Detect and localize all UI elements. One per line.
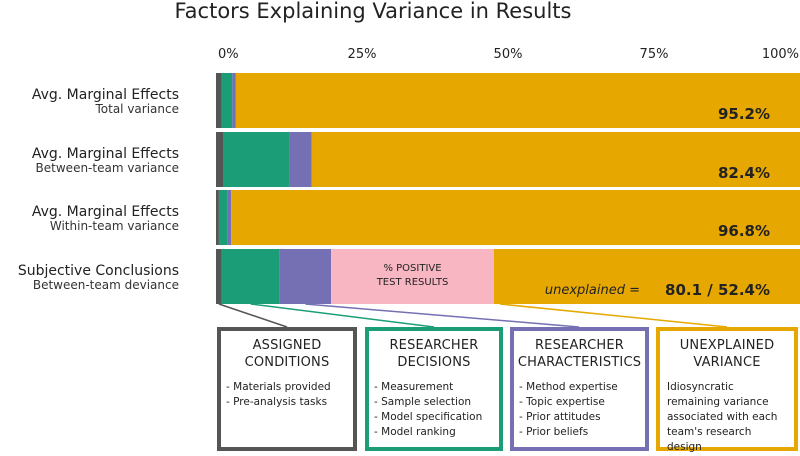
x-tick-label: 50% xyxy=(494,47,523,62)
box-title: UNEXPLAINED VARIANCE xyxy=(660,337,794,371)
unexplained-segment xyxy=(311,132,800,187)
row-label: Avg. Marginal Effects xyxy=(32,87,179,103)
researcher-characteristics-box: RESEARCHER CHARACTERISTICS Method expert… xyxy=(510,327,649,451)
assigned-segment xyxy=(216,132,224,187)
decisions-segment xyxy=(223,132,290,187)
unexplained-variance-box: UNEXPLAINED VARIANCE Idiosyncratic remai… xyxy=(656,327,798,453)
characteristics-segment xyxy=(227,190,232,245)
characteristics-segment xyxy=(279,249,332,304)
segment-label-line-1: % POSITIVE xyxy=(383,263,441,274)
value-label: 80.1 / 52.4% xyxy=(665,281,770,299)
unexplained-segment xyxy=(235,73,800,128)
list-item: Sample selection xyxy=(374,395,499,410)
row-label: Subjective Conclusions xyxy=(18,263,179,279)
x-tick-label: 100% xyxy=(762,47,799,62)
row-sublabel: Total variance xyxy=(94,102,179,116)
box-item-list: Measurement Sample selection Model speci… xyxy=(369,380,499,440)
row-sublabel: Between-team deviance xyxy=(33,278,179,292)
list-item: Measurement xyxy=(374,380,499,395)
box-item-list: Materials provided Pre-analysis tasks xyxy=(221,380,353,410)
box-description: Idiosyncratic remaining variance associa… xyxy=(667,381,778,453)
segment-label-line-2: TEST RESULTS xyxy=(376,277,449,288)
connector-lines xyxy=(218,303,728,328)
row-label: Avg. Marginal Effects xyxy=(32,146,179,162)
box-title-line-1: RESEARCHER xyxy=(389,338,479,353)
row-label: Avg. Marginal Effects xyxy=(32,204,179,220)
list-item: Topic expertise xyxy=(519,395,645,410)
connector-line xyxy=(218,303,288,328)
assigned-segment xyxy=(216,249,222,304)
decisions-segment xyxy=(221,249,280,304)
x-tick-label: 75% xyxy=(640,47,669,62)
connector-line xyxy=(305,303,580,328)
connector-line xyxy=(499,303,728,328)
x-tick-label: 25% xyxy=(348,47,377,62)
researcher-decisions-box: RESEARCHER DECISIONS Measurement Sample … xyxy=(365,327,503,451)
x-axis-ticks: 0% 25% 50% 75% 100% xyxy=(218,47,799,62)
value-label: 96.8% xyxy=(718,222,770,240)
characteristics-segment xyxy=(232,73,236,128)
list-item: Prior attitudes xyxy=(519,410,645,425)
row-sublabel: Within-team variance xyxy=(50,219,179,233)
connector-line xyxy=(250,303,435,328)
value-label: 82.4% xyxy=(718,164,770,182)
box-title: ASSIGNED CONDITIONS xyxy=(221,337,353,371)
assigned-segment xyxy=(216,190,219,245)
unexplained-prefix: unexplained = xyxy=(545,283,640,298)
unexplained-segment xyxy=(493,249,800,304)
unexplained-segment xyxy=(231,190,800,245)
box-title: RESEARCHER CHARACTERISTICS xyxy=(514,337,645,371)
assigned-segment xyxy=(216,73,222,128)
decisions-segment xyxy=(221,73,233,128)
list-item: Model ranking xyxy=(374,425,499,440)
x-tick-label: 0% xyxy=(218,47,239,62)
list-item: Prior beliefs xyxy=(519,425,645,440)
positive-results-segment xyxy=(331,249,494,304)
list-item: Model specification xyxy=(374,410,499,425)
list-item: Method expertise xyxy=(519,380,645,395)
box-item-list: Method expertise Topic expertise Prior a… xyxy=(514,380,645,440)
list-item: Materials provided xyxy=(226,380,353,395)
decisions-segment xyxy=(218,190,228,245)
box-title: RESEARCHER DECISIONS xyxy=(369,337,499,371)
row-sublabel: Between-team variance xyxy=(36,161,179,175)
chart-title: Factors Explaining Variance in Results xyxy=(175,0,572,23)
characteristics-segment xyxy=(289,132,312,187)
box-title-line-2: DECISIONS xyxy=(397,355,471,370)
assigned-conditions-box: ASSIGNED CONDITIONS Materials provided P… xyxy=(217,327,357,451)
list-item: Pre-analysis tasks xyxy=(226,395,353,410)
box-title-line-1: RESEARCHER xyxy=(534,338,625,353)
box-title-line-1: ASSIGNED xyxy=(252,338,322,353)
value-label: 95.2% xyxy=(718,105,770,123)
box-title-line-2: VARIANCE xyxy=(693,355,761,370)
box-title-line-2: CONDITIONS xyxy=(244,355,330,370)
box-title-line-1: UNEXPLAINED xyxy=(679,338,775,353)
box-title-line-2: CHARACTERISTICS xyxy=(517,355,642,370)
